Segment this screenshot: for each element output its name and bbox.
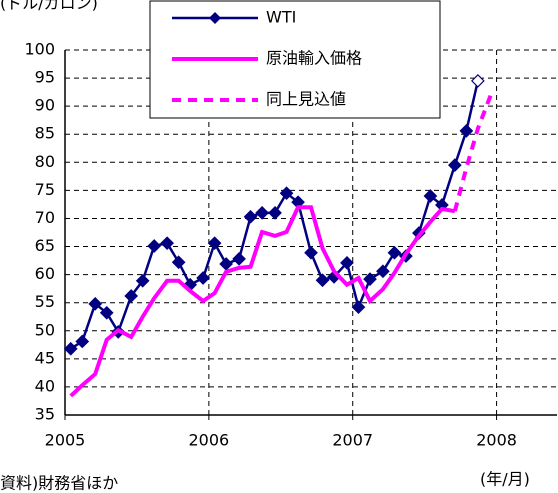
data-point [387, 245, 402, 260]
data-point [471, 74, 485, 88]
y-tick-label: 90 [35, 96, 55, 115]
data-point [135, 273, 150, 288]
y-tick-label: 55 [35, 292, 55, 311]
x-tick-label: 2006 [189, 431, 230, 450]
y-tick-label: 65 [35, 236, 55, 255]
series-line [69, 205, 456, 398]
data-point [315, 273, 330, 288]
legend-label: 原油輸入価格 [266, 49, 362, 68]
data-point [99, 305, 114, 320]
y-tick-label: 100 [24, 40, 55, 59]
x-tick-label: 2007 [332, 431, 373, 450]
data-point [304, 245, 318, 260]
x-tick-label: 2005 [45, 431, 86, 450]
y-tick-label: 35 [35, 405, 55, 424]
y-tick-label: 80 [35, 152, 55, 171]
data-point [268, 205, 282, 220]
data-point [75, 334, 90, 349]
data-point [171, 255, 186, 270]
data-point [459, 124, 474, 138]
data-point [232, 252, 246, 266]
series-line [452, 94, 493, 212]
y-tick-label: 75 [35, 180, 55, 199]
data-point [351, 300, 366, 315]
data-point [448, 158, 462, 172]
data-point [63, 341, 78, 356]
y-tick-label: 50 [35, 320, 55, 339]
data-point [207, 236, 222, 251]
data-point [147, 239, 162, 253]
data-point [279, 186, 294, 201]
legend-label: WTI [266, 8, 296, 27]
data-point [160, 236, 174, 251]
y-tick-label: 95 [35, 68, 55, 87]
data-point [219, 257, 233, 271]
y-tick-label: 45 [35, 348, 55, 367]
y-axis-label: (ドル/ガロン) [0, 0, 98, 13]
legend-label: 同上見込値 [266, 90, 346, 109]
y-tick-label: 40 [35, 376, 55, 395]
source-note: 資料)財務省ほか [0, 474, 118, 493]
y-tick-label: 70 [35, 208, 55, 227]
data-point [376, 264, 390, 279]
data-point [340, 255, 354, 270]
y-tick-label: 60 [35, 264, 55, 283]
data-point [124, 289, 139, 303]
data-point [88, 296, 103, 311]
legend-marker [209, 12, 221, 24]
data-point [243, 209, 258, 224]
x-axis-label: (年/月) [480, 470, 530, 489]
data-point [196, 271, 210, 285]
x-tick-label: 2008 [476, 431, 517, 450]
data-point [363, 272, 377, 286]
data-point [423, 189, 438, 203]
data-point [255, 205, 269, 220]
y-tick-label: 85 [35, 124, 55, 143]
